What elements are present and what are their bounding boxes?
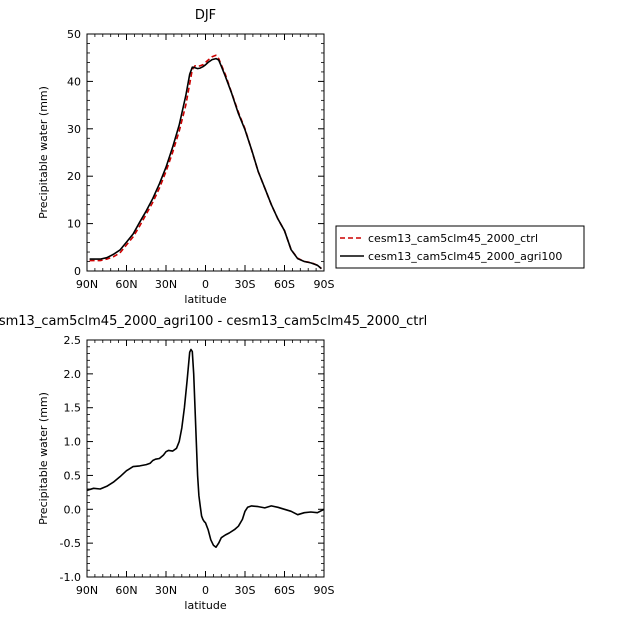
x-tick-label: 0 (202, 584, 209, 597)
x-tick-label: 30N (155, 278, 177, 291)
legend-label-2: cesm13_cam5clm45_2000_agri100 (368, 250, 562, 263)
legend-box (335, 225, 585, 269)
y-tick-label: 0.5 (64, 469, 82, 482)
y-tick-label: 30 (67, 123, 81, 136)
y-tick-label: 40 (67, 75, 81, 88)
chart-title: DJF (195, 8, 216, 23)
x-tick-label: 90S (314, 584, 335, 597)
y-tick-label: 20 (67, 170, 81, 183)
chart-2: cesm13_cam5clm45_2000_agri100 - cesm13_c… (0, 314, 427, 612)
x-tick-label: 90N (76, 278, 98, 291)
x-tick-label: 60S (274, 584, 295, 597)
plot-frame (86, 339, 325, 578)
series-line-1 (87, 348, 324, 549)
y-tick-label: 1.5 (64, 402, 82, 415)
plot-frame (86, 33, 325, 272)
y-tick-label: 2.5 (64, 334, 82, 347)
x-axis-label: latitude (184, 293, 226, 306)
y-tick-label: 0 (74, 265, 81, 278)
x-tick-label: 90N (76, 584, 98, 597)
y-tick-label: -0.5 (60, 537, 81, 550)
legend-label-1: cesm13_cam5clm45_2000_ctrl (368, 232, 538, 245)
x-tick-label: 30N (155, 584, 177, 597)
x-axis-label: latitude (184, 599, 226, 612)
series-line-2 (89, 57, 322, 270)
chart-1: DJF 0 10 20 30 40 50 90N 60N 30N 0 30S 60S 90S latitud… (37, 8, 585, 306)
x-tick-label: 30S (235, 278, 256, 291)
chart-title: cesm13_cam5clm45_2000_agri100 - cesm13_c… (0, 314, 427, 329)
y-tick-label: 10 (67, 218, 81, 231)
x-tick-label: 60N (115, 584, 137, 597)
x-tick-label: 60N (115, 278, 137, 291)
x-tick-label: 30S (235, 584, 256, 597)
legend: cesm13_cam5clm45_2000_ctrl cesm13_cam5clm… (335, 225, 585, 269)
y-tick-label: 2.0 (64, 368, 82, 381)
y-tick-label: 0.0 (64, 503, 82, 516)
x-tick-label: 90S (314, 278, 335, 291)
x-tick-label: 60S (274, 278, 295, 291)
y-tick-label: 50 (67, 28, 81, 41)
y-tick-label: -1.0 (60, 571, 81, 584)
y-axis-label: Precipitable water (mm) (37, 392, 50, 525)
x-tick-label: 0 (202, 278, 209, 291)
y-tick-label: 1.0 (64, 436, 82, 449)
y-axis-label: Precipitable water (mm) (37, 86, 50, 219)
